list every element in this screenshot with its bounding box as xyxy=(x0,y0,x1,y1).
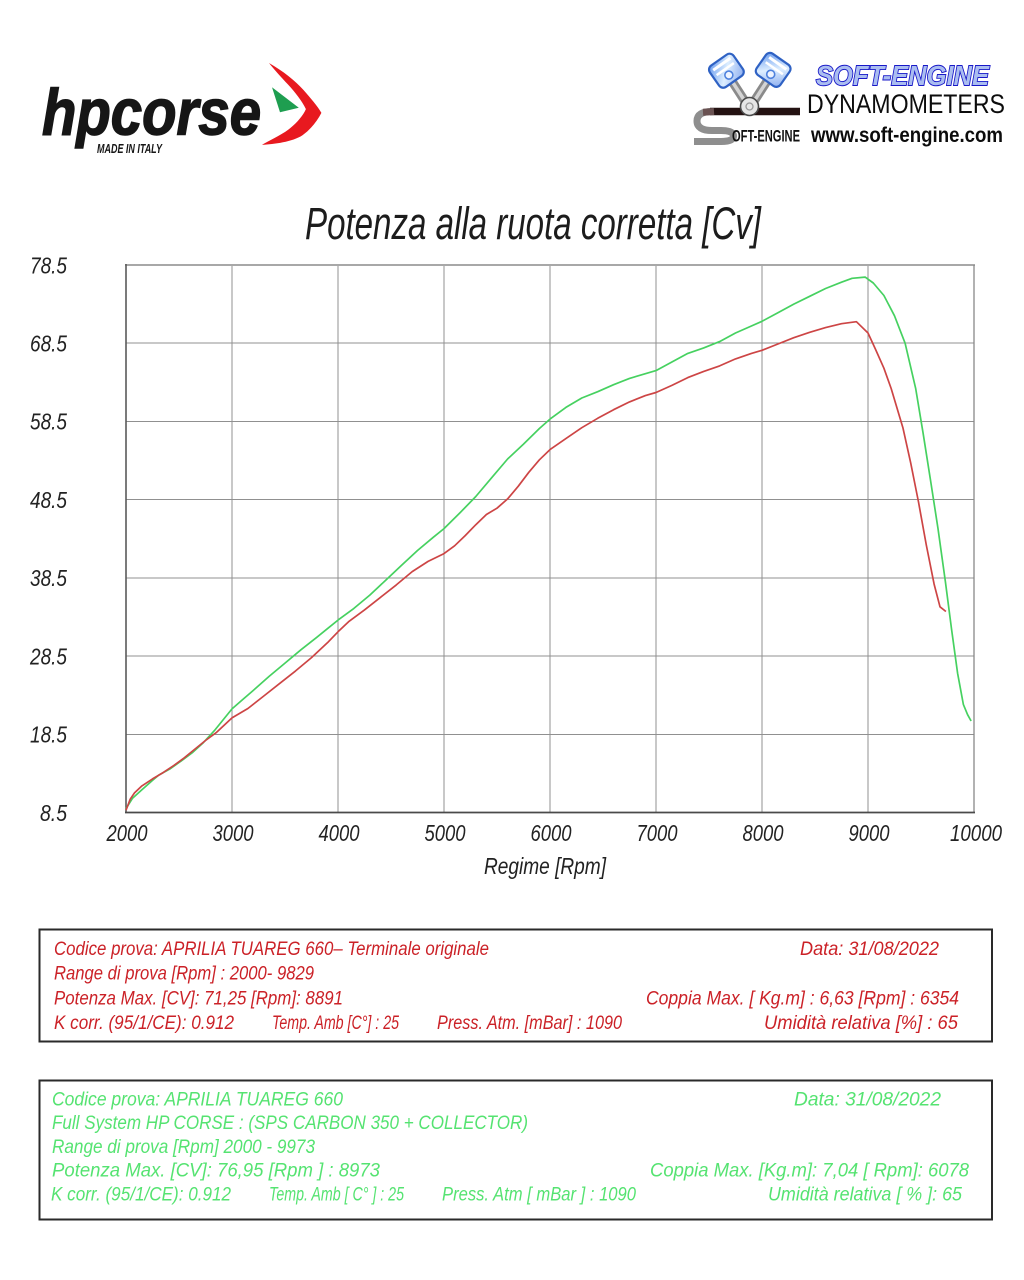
svg-text:Range di prova [Rpm] : 2000-: Range di prova [Rpm] : 2000- 9829 xyxy=(54,964,314,985)
svg-text:DYNAMOMETERS: DYNAMOMETERS xyxy=(807,89,1005,119)
svg-text:10000: 10000 xyxy=(950,820,1002,846)
svg-text:Coppia Max. [Kg.m]: 7,04 [: Coppia Max. [Kg.m]: 7,04 [ Rpm]: 6078 xyxy=(650,1161,969,1182)
svg-text:5000: 5000 xyxy=(425,820,466,846)
svg-text:58.5: 58.5 xyxy=(30,409,68,435)
svg-text:Potenza Max. [CV]: 76,95 [R: Potenza Max. [CV]: 76,95 [Rpm ] : 8973 xyxy=(52,1161,380,1182)
svg-text:Codice prova: APRILIA TUAREG 6: Codice prova: APRILIA TUAREG 660 xyxy=(52,1090,343,1111)
svg-text:Codice prova: APRILIA TUAREG 6: Codice prova: APRILIA TUAREG 660– Termin… xyxy=(54,939,489,960)
svg-text:7000: 7000 xyxy=(637,820,678,846)
svg-text:Data: 31/08/2022: Data: 31/08/2022 xyxy=(794,1090,941,1111)
svg-text:Press. Atm [ mBar ] : 1090: Press. Atm [ mBar ] : 1090 xyxy=(442,1184,636,1205)
svg-text:18.5: 18.5 xyxy=(30,722,68,748)
svg-text:2000: 2000 xyxy=(106,820,148,846)
svg-text:Umidità relativa [ % ]: 65: Umidità relativa [ % ]: 65 xyxy=(768,1184,962,1205)
svg-text:MADE IN ITALY: MADE IN ITALY xyxy=(97,142,163,156)
svg-text:9000: 9000 xyxy=(849,820,890,846)
svg-text:Full System HP CORSE : (SPS: Full System HP CORSE : (SPS CARBON 350 +… xyxy=(52,1113,528,1134)
svg-text:6000: 6000 xyxy=(531,820,572,846)
svg-text:68.5: 68.5 xyxy=(30,331,68,357)
svg-text:Umidità relativa [%] : 65: Umidità relativa [%] : 65 xyxy=(764,1013,958,1034)
svg-text:8.5: 8.5 xyxy=(40,800,68,826)
svg-text:K corr. (95/1/CE): 0.912: K corr. (95/1/CE): 0.912 xyxy=(54,1013,234,1034)
svg-text:hpcorse: hpcorse xyxy=(42,76,261,149)
svg-text:Coppia Max. [ Kg.m] : 6,63 [: Coppia Max. [ Kg.m] : 6,63 [Rpm] : 6354 xyxy=(646,989,959,1010)
svg-text:OFT-ENGINE: OFT-ENGINE xyxy=(732,127,800,146)
svg-text:SOFT-ENGINE: SOFT-ENGINE xyxy=(816,60,990,91)
svg-text:Data: 31/08/2022: Data: 31/08/2022 xyxy=(800,939,939,960)
svg-text:3000: 3000 xyxy=(213,820,254,846)
svg-text:Regime [Rpm]: Regime [Rpm] xyxy=(484,853,606,879)
svg-text:28.5: 28.5 xyxy=(29,643,68,669)
svg-text:www.soft-engine.com: www.soft-engine.com xyxy=(810,124,1003,147)
svg-text:38.5: 38.5 xyxy=(30,565,68,591)
svg-text:Potenza Max. [CV]: 71,25 [R: Potenza Max. [CV]: 71,25 [Rpm]: 8891 xyxy=(54,989,343,1010)
svg-text:Potenza alla ruota corretta [C: Potenza alla ruota corretta [Cv] xyxy=(305,198,762,249)
svg-text:Temp. Amb [C°] : 25: Temp. Amb [C°] : 25 xyxy=(272,1013,399,1034)
svg-text:48.5: 48.5 xyxy=(30,487,68,513)
svg-text:78.5: 78.5 xyxy=(30,252,68,278)
svg-text:Temp. Amb [ C° ] : 25: Temp. Amb [ C° ] : 25 xyxy=(269,1184,404,1205)
svg-text:Range di prova [Rpm] 2000 - 9: Range di prova [Rpm] 2000 - 9973 xyxy=(52,1137,315,1158)
svg-text:4000: 4000 xyxy=(319,820,360,846)
svg-text:Press. Atm. [mBar] : 1090: Press. Atm. [mBar] : 1090 xyxy=(437,1013,622,1034)
svg-text:K corr. (95/1/CE): 0.912: K corr. (95/1/CE): 0.912 xyxy=(51,1184,231,1205)
svg-text:8000: 8000 xyxy=(743,820,784,846)
